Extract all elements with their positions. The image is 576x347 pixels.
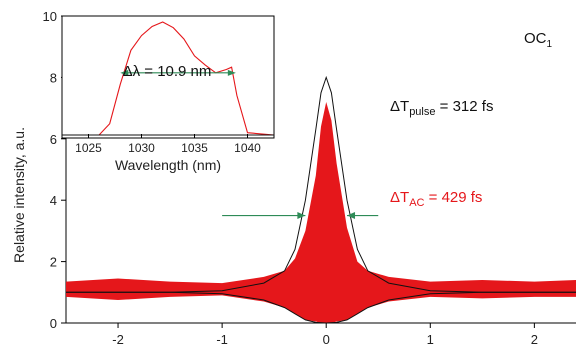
inset-plot: 1025 1030 1035 1040 <box>62 21 275 155</box>
x-tick-label: -1 <box>216 332 228 347</box>
inset-background <box>62 16 274 138</box>
inset-x-tick-label: 1035 <box>181 141 208 155</box>
inset-x-tick-label: 1030 <box>128 141 155 155</box>
y-tick-label: 0 <box>50 316 57 331</box>
inset-x-tick-label: 1040 <box>234 141 261 155</box>
ac-arrow-left-head <box>297 212 306 220</box>
y-tick-label: 4 <box>50 193 57 208</box>
y-tick-label: 2 <box>50 255 57 270</box>
oc-label-sub: 1 <box>547 39 553 50</box>
ac-arrow-right-head <box>347 212 356 220</box>
x-tick-label: 2 <box>531 332 538 347</box>
fit-upper-line <box>66 75 576 293</box>
inset-bandwidth-label: Δλ = 10.9 nm <box>123 63 212 80</box>
y-axis-label: Relative intensity, a.u. <box>11 127 27 263</box>
y-tick-label: 10 <box>43 9 57 24</box>
pulse-duration-prefix: ΔT <box>390 98 409 115</box>
inset-frame <box>61 15 275 139</box>
pulse-duration-label: ΔTpulse = 312 fs <box>390 98 493 118</box>
x-tick-label: -2 <box>112 332 124 347</box>
pulse-duration-sub: pulse <box>409 106 435 118</box>
oc-label-main: OC <box>524 30 547 47</box>
bandwidth-arrow-head-left <box>120 69 129 76</box>
ac-duration-value: = 429 fs <box>424 189 482 206</box>
inset-x-axis-label: Wavelength (nm) <box>115 157 221 173</box>
measured-autocorrelation-band <box>66 102 576 323</box>
inset-x-tick-label: 1025 <box>75 141 102 155</box>
bandwidth-arrow-head-right <box>227 69 236 76</box>
pulse-duration-value: = 312 fs <box>435 98 493 115</box>
y-tick-label: 8 <box>50 70 57 85</box>
x-tick-label: 0 <box>323 332 330 347</box>
main-plot: -2 -1 0 1 2 0 2 4 6 8 10 <box>43 9 576 347</box>
x-tick-label: 1 <box>427 332 434 347</box>
ac-duration-sub: AC <box>409 197 424 209</box>
y-tick-label: 6 <box>50 132 57 147</box>
ac-duration-label: ΔTAC = 429 fs <box>390 189 482 209</box>
ac-duration-prefix: ΔT <box>390 189 409 206</box>
oc-label: OC1 <box>524 30 553 50</box>
